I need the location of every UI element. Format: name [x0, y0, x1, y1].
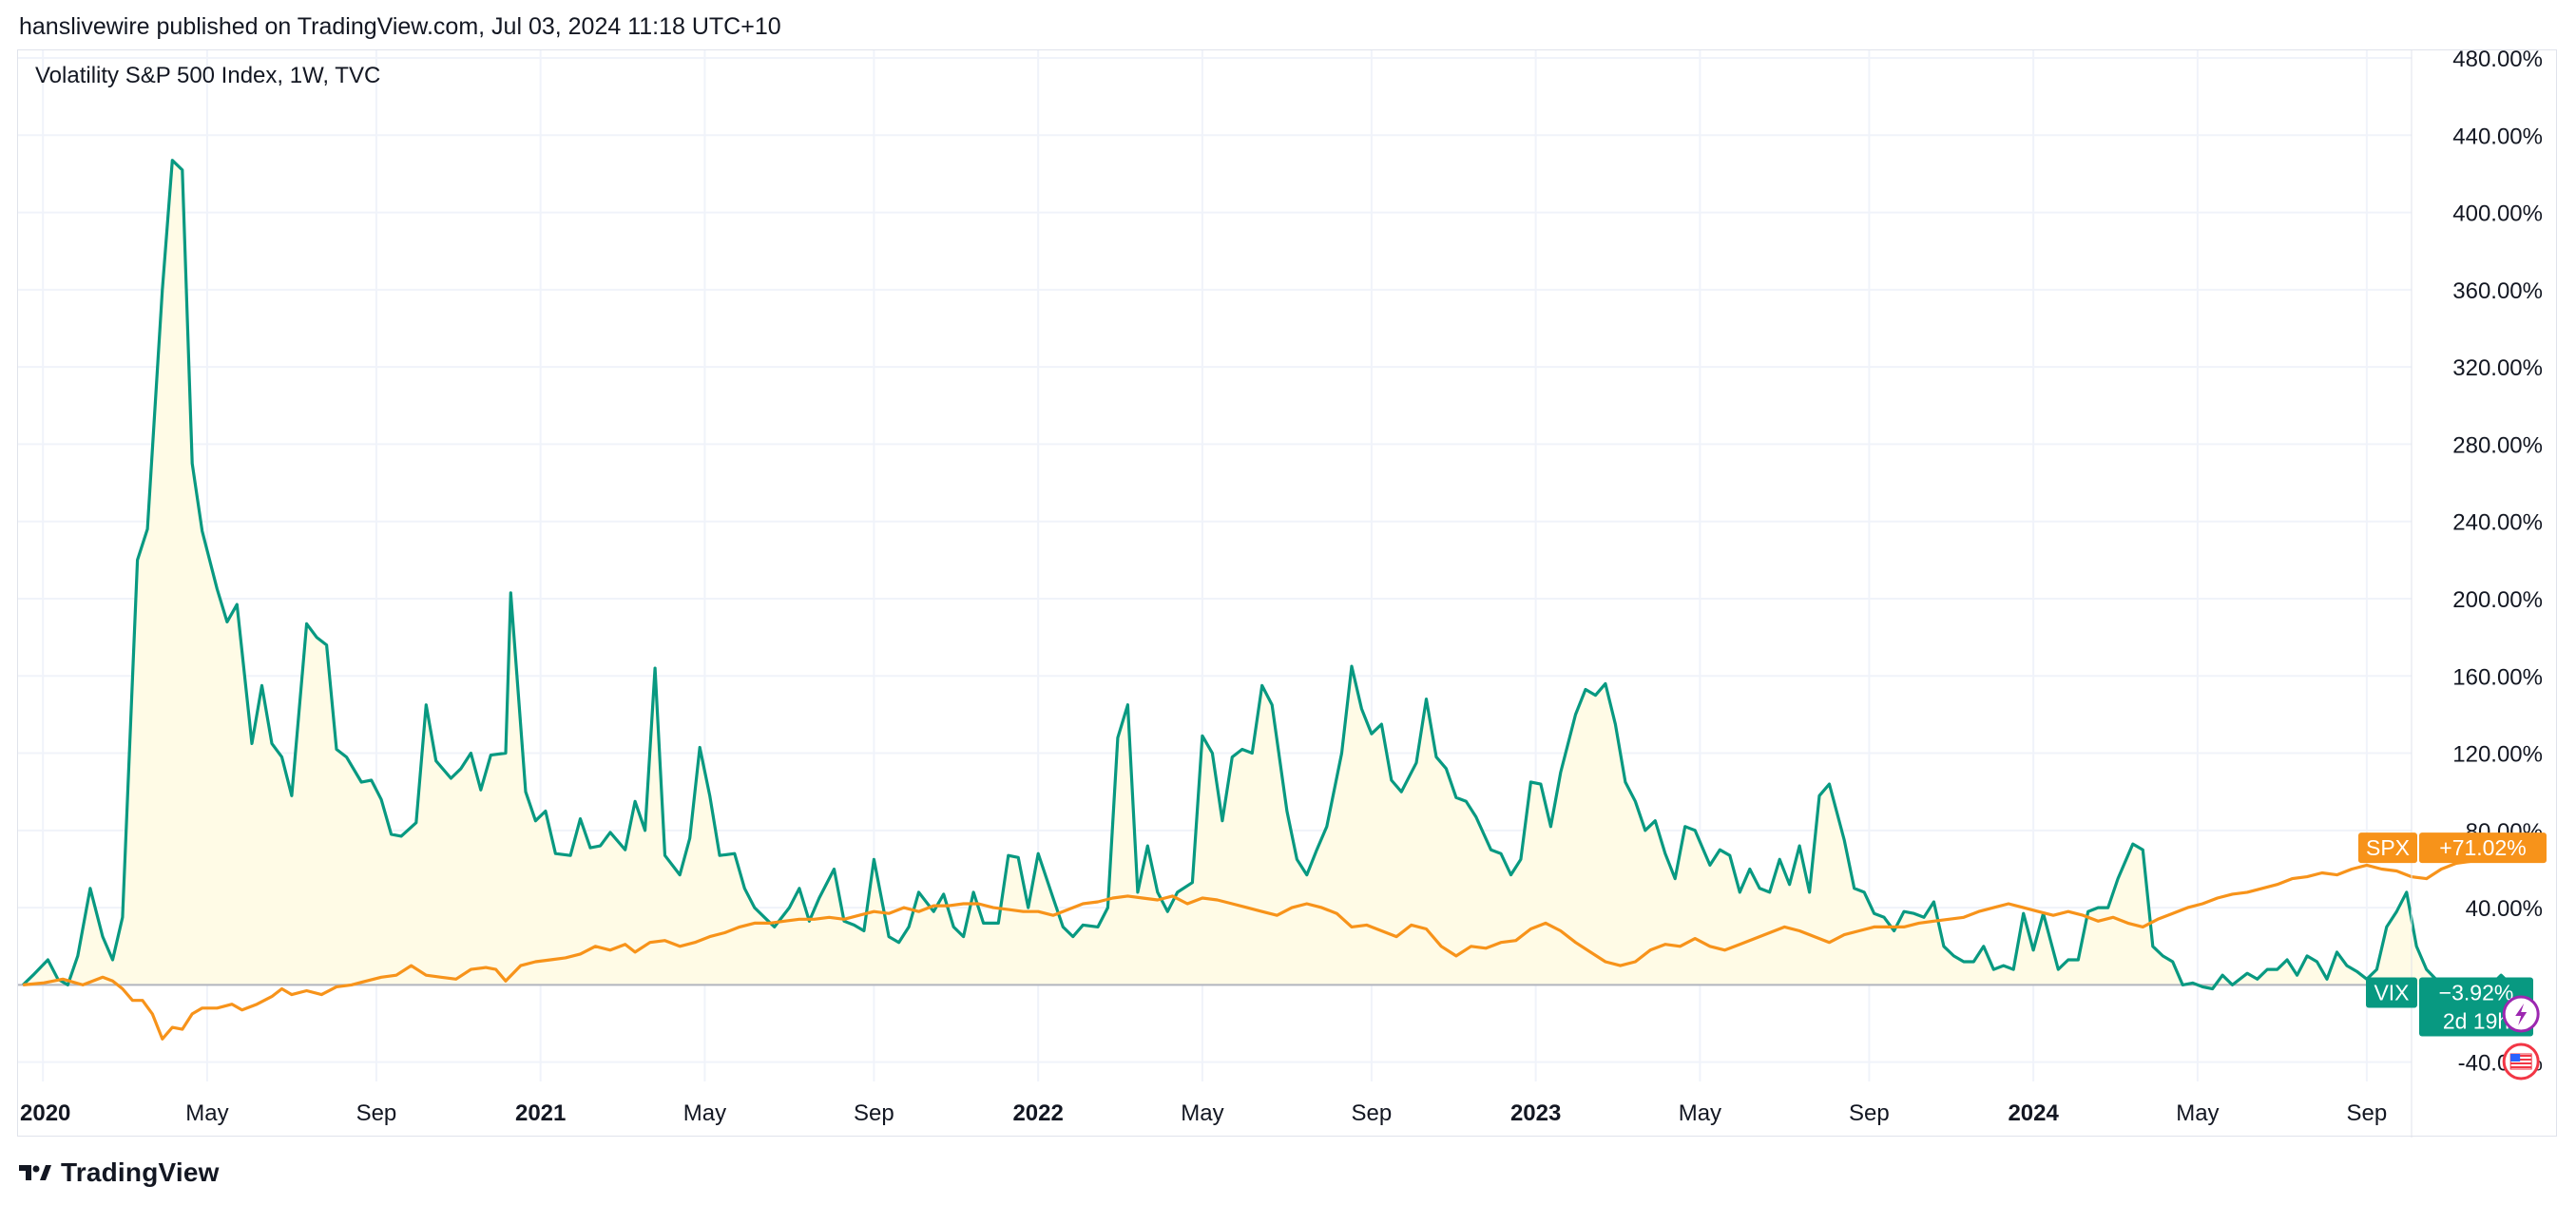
spx-name-badge: [2358, 832, 2417, 864]
y-tick-label: 360.00%: [2452, 278, 2543, 304]
x-tick-label: 2023: [1510, 1100, 1561, 1126]
x-tick-label: Sep: [2347, 1100, 2388, 1126]
y-tick-label: 320.00%: [2452, 355, 2543, 381]
x-tick-label: May: [1181, 1100, 1223, 1126]
x-tick-label: May: [185, 1100, 228, 1126]
series-line-spx[interactable]: [23, 846, 2522, 1041]
x-tick-label: Sep: [1849, 1100, 1890, 1126]
y-axis[interactable]: 480.00% 440.00% 400.00% 360.00% 320.00% 280.0…: [2452, 50, 2543, 1077]
y-tick-label: 240.00%: [2452, 510, 2543, 536]
x-axis[interactable]: 2020 May Sep 2021 May Sep 2022 May Sep 2023 May Sep…: [20, 1100, 2387, 1126]
y-tick-label: 200.00%: [2452, 587, 2543, 613]
x-tick-label: May: [683, 1100, 726, 1126]
x-tick-label: May: [2176, 1100, 2219, 1126]
chart-canvas[interactable]: 480.00% 440.00% 400.00% 360.00% 320.00% 280.0…: [18, 50, 2558, 1138]
us-flag-event-icon[interactable]: [2502, 1042, 2540, 1081]
x-tick-label: 2022: [1012, 1100, 1063, 1126]
spx-value-badge: [2419, 832, 2547, 864]
y-tick-label: 480.00%: [2452, 50, 2543, 72]
x-tick-label: 2021: [515, 1100, 566, 1126]
vix-countdown-label: 2d 19h: [2443, 1009, 2509, 1034]
lightning-event-icon[interactable]: [2502, 995, 2540, 1033]
x-tick-label: Sep: [854, 1100, 894, 1126]
event-icons[interactable]: [2502, 995, 2540, 1081]
y-tick-label: 400.00%: [2452, 201, 2543, 227]
spx-value-label: +71.02%: [2439, 835, 2526, 860]
y-tick-label: 40.00%: [2466, 896, 2543, 922]
y-tick-label: 280.00%: [2452, 432, 2543, 458]
x-tick-label: Sep: [1352, 1100, 1393, 1126]
series: [22, 159, 2523, 1041]
y-tick-label: 440.00%: [2452, 124, 2543, 149]
y-tick-label: 120.00%: [2452, 742, 2543, 768]
vix-area: [23, 160, 2522, 993]
tradingview-brand-text: TradingView: [61, 1157, 220, 1187]
chart-frame[interactable]: 480.00% 440.00% 400.00% 360.00% 320.00% 280.0…: [17, 49, 2558, 1138]
x-tick-label: May: [1679, 1100, 1721, 1126]
chart-legend-title[interactable]: Volatility S&P 500 Index, 1W, TVC: [35, 63, 380, 88]
tradingview-logo-icon: [19, 1165, 51, 1180]
x-tick-label: 2020: [20, 1100, 70, 1126]
vix-value-label: −3.92%: [2439, 981, 2514, 1005]
x-tick-label: 2024: [2008, 1100, 2059, 1126]
spx-name-label: SPX: [2366, 835, 2410, 860]
footer-brand[interactable]: TradingView: [19, 1156, 220, 1190]
vix-name-badge: [2366, 977, 2417, 1008]
y-tick-label: 160.00%: [2452, 664, 2543, 690]
series-line-vix[interactable]: [22, 159, 2523, 995]
x-tick-label: Sep: [356, 1100, 397, 1126]
published-header: hanslivewire published on TradingView.co…: [19, 13, 781, 40]
vix-area-fill: [23, 160, 2522, 993]
vix-name-label: VIX: [2374, 981, 2409, 1005]
